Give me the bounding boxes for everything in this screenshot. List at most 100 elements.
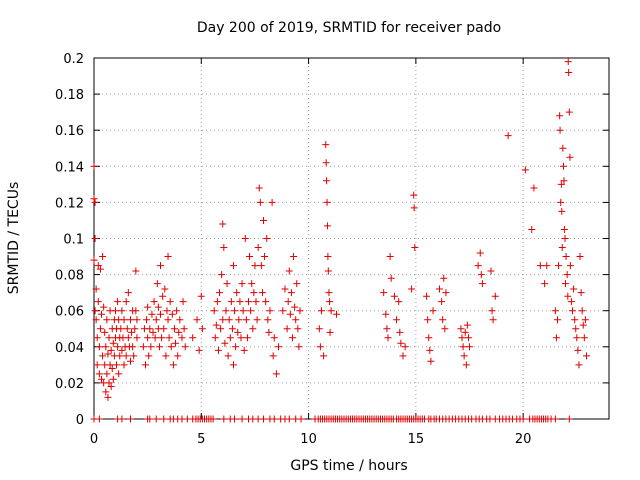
data-point xyxy=(221,339,229,347)
data-points xyxy=(90,58,590,423)
y-tick-label: 0.14 xyxy=(55,160,84,175)
data-point xyxy=(466,343,474,351)
y-tick-label: 0.1 xyxy=(63,233,84,248)
data-point xyxy=(162,352,170,360)
data-point xyxy=(565,68,573,76)
data-point xyxy=(106,361,114,369)
data-point xyxy=(572,325,580,333)
data-point xyxy=(252,298,260,306)
data-point xyxy=(410,191,418,199)
data-point xyxy=(504,132,512,140)
data-point xyxy=(251,262,259,270)
data-point xyxy=(323,198,331,206)
data-point xyxy=(476,249,484,257)
data-point xyxy=(144,303,152,311)
data-point xyxy=(287,289,295,297)
data-point xyxy=(566,262,574,270)
data-point xyxy=(130,352,138,360)
data-point xyxy=(458,334,466,342)
data-point xyxy=(142,361,149,369)
data-point xyxy=(120,316,128,324)
data-point xyxy=(109,375,117,383)
data-point xyxy=(99,352,107,360)
data-point xyxy=(286,310,294,318)
y-tick-label: 0.08 xyxy=(55,269,84,284)
data-point xyxy=(260,216,268,224)
data-point xyxy=(543,262,551,270)
data-point xyxy=(560,162,568,170)
data-point xyxy=(90,256,98,264)
data-point xyxy=(133,316,141,324)
data-point xyxy=(237,334,245,342)
data-point xyxy=(382,310,390,318)
data-point xyxy=(118,307,126,315)
data-point xyxy=(98,310,106,318)
data-point xyxy=(439,316,447,324)
data-point xyxy=(297,415,305,423)
data-point xyxy=(233,289,241,297)
data-point xyxy=(103,370,111,378)
data-point xyxy=(383,325,391,333)
data-point xyxy=(266,307,274,315)
data-point xyxy=(114,298,122,306)
data-point xyxy=(574,346,582,354)
data-point xyxy=(326,298,334,306)
data-point xyxy=(248,280,256,288)
data-point xyxy=(530,184,538,192)
data-point xyxy=(94,262,102,270)
data-point xyxy=(478,280,486,288)
data-point xyxy=(324,253,332,261)
data-point xyxy=(459,343,467,351)
y-tick-label: 0.02 xyxy=(55,377,84,392)
data-point xyxy=(435,285,443,293)
data-point xyxy=(99,253,107,261)
data-point xyxy=(92,316,100,324)
data-point xyxy=(160,325,168,333)
data-point xyxy=(262,298,270,306)
data-point xyxy=(290,253,298,261)
data-point xyxy=(397,339,405,347)
data-point xyxy=(170,325,178,333)
data-point xyxy=(384,334,392,342)
data-point xyxy=(231,415,239,423)
data-point xyxy=(292,316,300,324)
data-point xyxy=(152,316,160,324)
grid xyxy=(94,58,609,419)
data-point xyxy=(249,325,257,333)
data-point xyxy=(224,352,232,360)
data-point xyxy=(565,108,573,116)
data-point xyxy=(98,375,106,383)
data-point xyxy=(423,292,431,300)
data-point xyxy=(120,361,128,369)
data-point xyxy=(96,325,104,333)
data-point xyxy=(580,334,588,342)
data-point xyxy=(564,292,572,300)
data-point xyxy=(291,303,299,311)
data-point xyxy=(93,361,101,369)
data-point xyxy=(519,415,527,423)
data-point xyxy=(144,334,152,342)
data-point xyxy=(179,298,187,306)
data-point xyxy=(573,334,581,342)
y-tick-label: 0.16 xyxy=(55,124,84,139)
data-point xyxy=(159,292,167,300)
x-tick-label: 5 xyxy=(197,432,205,447)
data-point xyxy=(161,285,169,293)
data-point xyxy=(238,415,246,423)
data-point xyxy=(189,334,197,342)
data-point xyxy=(581,316,589,324)
data-point xyxy=(528,225,536,233)
data-point xyxy=(108,364,116,372)
data-point xyxy=(564,58,572,66)
data-point xyxy=(231,307,239,315)
data-point xyxy=(209,415,217,423)
data-point xyxy=(401,343,409,351)
data-point xyxy=(129,343,137,351)
data-point xyxy=(326,328,334,336)
y-tick-label: 0.04 xyxy=(55,341,84,356)
data-point xyxy=(114,343,122,351)
data-point xyxy=(425,334,433,342)
data-point xyxy=(122,352,130,360)
data-point xyxy=(487,267,495,275)
data-point xyxy=(571,316,579,324)
